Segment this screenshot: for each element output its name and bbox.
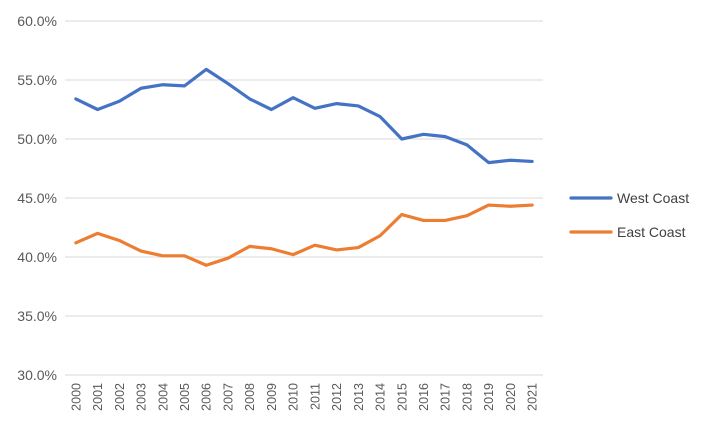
x-tick-label: 2009: [265, 383, 279, 411]
x-tick-label: 2019: [482, 383, 496, 411]
legend-label: West Coast: [617, 190, 689, 206]
y-axis-ticks: 30.0% 35.0% 40.0% 45.0% 50.0% 55.0% 60.0%: [17, 13, 57, 383]
x-tick-label: 2006: [200, 383, 214, 411]
x-tick-label: 2018: [460, 383, 474, 411]
y-tick-label: 50.0%: [17, 131, 57, 147]
series-lines: [74, 67, 534, 267]
x-tick-label: 2021: [526, 383, 540, 411]
legend: West Coast East Coast: [569, 190, 689, 240]
y-tick-label: 35.0%: [17, 308, 57, 324]
x-tick-label: 2007: [221, 383, 235, 411]
y-tick-label: 40.0%: [17, 249, 57, 265]
x-tick-label: 2012: [330, 383, 344, 411]
y-tick-label: 45.0%: [17, 190, 57, 206]
x-tick-label: 2014: [374, 383, 388, 411]
x-tick-label: 2016: [417, 383, 431, 411]
x-tick-label: 2010: [287, 383, 301, 411]
x-tick-label: 2008: [243, 383, 257, 411]
series-line-west-coast: [74, 67, 534, 165]
y-tick-label: 60.0%: [17, 13, 57, 29]
y-tick-label: 30.0%: [17, 367, 57, 383]
x-tick-label: 2017: [439, 383, 453, 411]
x-tick-label: 2005: [178, 383, 192, 411]
x-tick-label: 2003: [135, 383, 149, 411]
x-tick-label: 2000: [69, 383, 83, 411]
y-tick-label: 55.0%: [17, 72, 57, 88]
x-axis-ticks: 2000 2001 2002 2003 2004 2005 2006 2007 2008 2009…: [69, 383, 539, 411]
x-tick-label: 2001: [91, 383, 105, 411]
legend-label: East Coast: [617, 224, 686, 240]
x-tick-label: 2004: [156, 383, 170, 411]
x-tick-label: 2011: [308, 383, 322, 410]
gridlines: [65, 20, 543, 376]
x-tick-label: 2020: [504, 383, 518, 411]
x-tick-label: 2015: [395, 383, 409, 411]
x-tick-label: 2002: [113, 383, 127, 411]
x-tick-label: 2013: [352, 383, 366, 411]
series-line-east-coast: [74, 203, 534, 267]
